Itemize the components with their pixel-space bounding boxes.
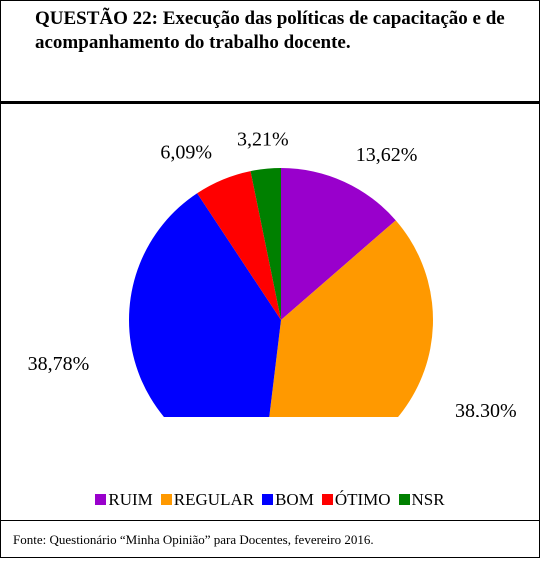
chart: 13,62% 38,30% 38,78% 6,09% 3,21% bbox=[28, 129, 517, 417]
legend-label: REGULAR bbox=[173, 490, 255, 509]
data-label: 3,21% bbox=[237, 129, 289, 151]
legend-swatch bbox=[160, 494, 172, 505]
legend-swatch bbox=[398, 494, 410, 505]
legend-swatch bbox=[262, 494, 274, 505]
data-label: 13,62% bbox=[356, 144, 418, 166]
legend-swatch bbox=[95, 494, 107, 505]
legend-label: BOM bbox=[275, 490, 314, 509]
source: Fonte: Questionário “Minha Opinião” para… bbox=[1, 520, 539, 556]
data-label: 38,30% bbox=[455, 400, 517, 417]
pie-slice bbox=[129, 193, 281, 417]
legend: RUIM REGULAR BOM ÓTIMO NSR bbox=[1, 490, 539, 510]
legend-item: NSR bbox=[398, 490, 445, 510]
legend-label: RUIM bbox=[108, 490, 153, 509]
pie-slice bbox=[197, 171, 281, 320]
legend-item: BOM bbox=[262, 490, 314, 510]
legend-item: ÓTIMO bbox=[321, 490, 391, 510]
legend-label: NSR bbox=[411, 490, 445, 509]
legend-item: REGULAR bbox=[160, 490, 255, 510]
legend-label: ÓTIMO bbox=[334, 490, 391, 509]
pie-slice bbox=[269, 220, 433, 417]
title: QUESTÃO 22: Execução das políticas de ca… bbox=[1, 1, 539, 104]
legend-item: RUIM bbox=[95, 490, 153, 510]
data-label: 6,09% bbox=[160, 141, 212, 163]
data-label: 38,78% bbox=[28, 353, 90, 375]
legend-swatch bbox=[321, 494, 333, 505]
pie-slice bbox=[281, 168, 396, 320]
pie-slice bbox=[250, 168, 281, 320]
